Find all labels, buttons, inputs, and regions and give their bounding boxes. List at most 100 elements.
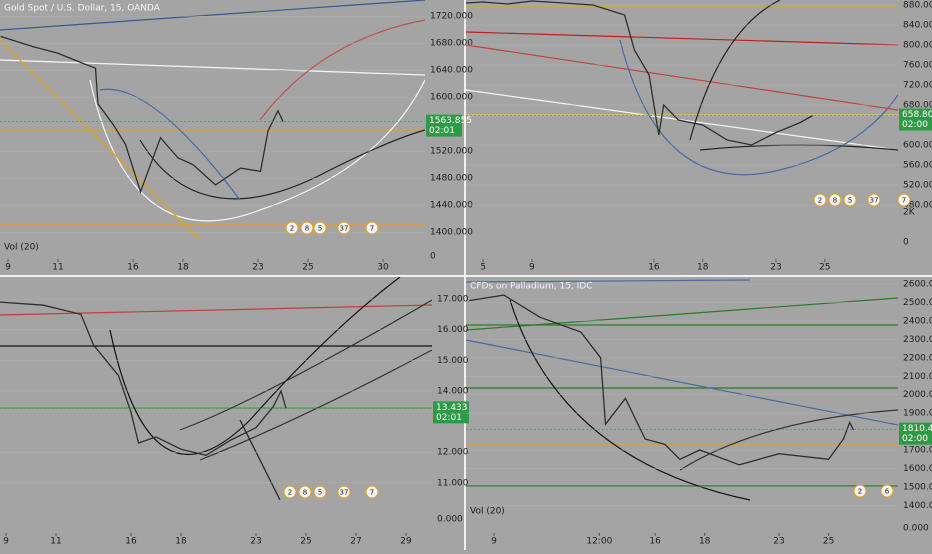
y-tick-label: 2300.00 — [903, 335, 932, 345]
event-badge-label: 8 — [303, 489, 307, 497]
event-badge-label: 37 — [340, 489, 349, 497]
event-badge — [300, 221, 314, 235]
event-badge-label: 6 — [885, 488, 890, 496]
plot-area — [466, 0, 898, 206]
event-badge — [365, 221, 379, 235]
price-line — [0, 301, 287, 456]
y-tick-label: 680.00 — [903, 101, 932, 111]
y-tick-label: 1600.000 — [430, 93, 473, 103]
y-tick-label: 520.00 — [903, 181, 932, 191]
x-tick-label: 23 — [250, 537, 261, 547]
event-badge — [843, 193, 857, 207]
event-badge — [298, 485, 312, 499]
y-tick-label: 1440.000 — [430, 201, 473, 211]
event-badge-label: 2 — [818, 197, 822, 205]
time-tag-label: 02:00 — [902, 120, 928, 130]
y-tick-label: 760.00 — [903, 61, 932, 71]
x-tick-label: 11 — [52, 263, 63, 273]
sub-pane-tick-label: 0.000 — [903, 524, 929, 534]
x-tick-label: 12:00 — [586, 537, 612, 547]
y-tick-label: 16.000 — [437, 325, 469, 335]
price-tag — [899, 422, 932, 445]
y-tick-label: 880.00 — [903, 1, 932, 11]
y-tick-label: 480.00 — [903, 201, 932, 211]
y-tick-label: 2400.00 — [903, 316, 932, 326]
y-tick-label: 560.00 — [903, 161, 932, 171]
y-tick-label: 720.00 — [903, 81, 932, 91]
time-tag-label: 02:01 — [436, 413, 462, 423]
price-line — [466, 0, 813, 146]
x-tick-label: 29 — [400, 537, 412, 547]
x-tick-label: 25 — [300, 537, 311, 547]
event-badge — [285, 221, 299, 235]
event-badge-label: 7 — [370, 489, 374, 497]
y-tick-label: 600.00 — [903, 141, 932, 151]
price-tag-label: 13.433 — [436, 403, 468, 413]
x-tick-label: 18 — [177, 263, 189, 273]
event-badge-label: 2 — [858, 488, 862, 496]
y-tick-label: 1600.00 — [903, 464, 932, 474]
sub-pane-tick-label: 0 — [903, 238, 909, 248]
price-tag — [899, 108, 932, 131]
event-badge-label: 5 — [318, 225, 322, 233]
event-badge-label: 8 — [305, 225, 309, 233]
time-tag-label: 02:01 — [429, 126, 455, 136]
y-tick-label: 2100.00 — [903, 372, 932, 382]
y-tick-label: 1400.000 — [430, 228, 473, 238]
y-tick-label: 840.00 — [903, 21, 932, 31]
event-badge — [337, 221, 351, 235]
y-tick-label: 2500.00 — [903, 298, 932, 308]
event-badge-label: 37 — [340, 225, 349, 233]
sub-pane-tick-label: 0.000 — [437, 515, 463, 525]
event-badge — [365, 485, 379, 499]
x-tick-label: 23 — [252, 263, 263, 273]
y-tick-label: 15.000 — [437, 356, 469, 366]
chart-title: Gold Spot / U.S. Dollar, 15, OANDA — [4, 4, 161, 14]
x-tick-label: 18 — [175, 537, 187, 547]
plot-area — [0, 298, 432, 484]
y-tick-label: 1700.00 — [903, 446, 932, 456]
chart-title: CFDs on Palladium, 15, IDC — [470, 282, 593, 292]
x-tick-label: 18 — [699, 537, 711, 547]
event-badge — [867, 193, 881, 207]
event-badge — [853, 484, 867, 498]
y-tick-label: 17.000 — [437, 295, 469, 305]
y-tick-label: 2200.00 — [903, 353, 932, 363]
event-badge-label: 5 — [848, 197, 852, 205]
event-badge-label: 5 — [318, 489, 322, 497]
event-badge — [313, 485, 327, 499]
x-tick-label: 23 — [770, 263, 781, 273]
y-tick-label: 1520.000 — [430, 147, 473, 157]
event-badge — [880, 484, 894, 498]
event-badge — [283, 485, 297, 499]
event-badge-label: 8 — [833, 197, 837, 205]
y-tick-label: 1680.000 — [430, 39, 473, 49]
y-tick-label: 1400.00 — [903, 501, 932, 511]
x-tick-label: 5 — [480, 263, 486, 273]
x-tick-label: 27 — [350, 537, 361, 547]
x-tick-label: 11 — [50, 537, 61, 547]
y-tick-label: 14.000 — [437, 386, 469, 396]
y-tick-label: 1640.000 — [430, 66, 473, 76]
y-tick-label: 2000.00 — [903, 390, 932, 400]
x-tick-label: 25 — [823, 537, 834, 547]
event-badge — [313, 221, 327, 235]
price-tag — [433, 401, 469, 424]
price-tag-label: 658.80 — [902, 110, 932, 120]
volume-label: Vol (20) — [470, 507, 505, 517]
x-tick-label: 9 — [491, 537, 497, 547]
event-badge-label: 37 — [870, 197, 879, 205]
event-badge — [337, 485, 351, 499]
plot-area — [0, 15, 425, 233]
event-badge-label: 7 — [370, 225, 374, 233]
event-badge — [813, 193, 827, 207]
x-tick-label: 30 — [377, 263, 389, 273]
x-tick-label: 9 — [3, 537, 9, 547]
event-badge-label: 2 — [288, 489, 292, 497]
x-tick-label: 25 — [819, 263, 830, 273]
price-line — [469, 294, 854, 466]
event-badge — [828, 193, 842, 207]
sub-pane-tick-label: 2K — [903, 208, 916, 218]
sub-pane-tick-label: 0 — [430, 252, 436, 262]
